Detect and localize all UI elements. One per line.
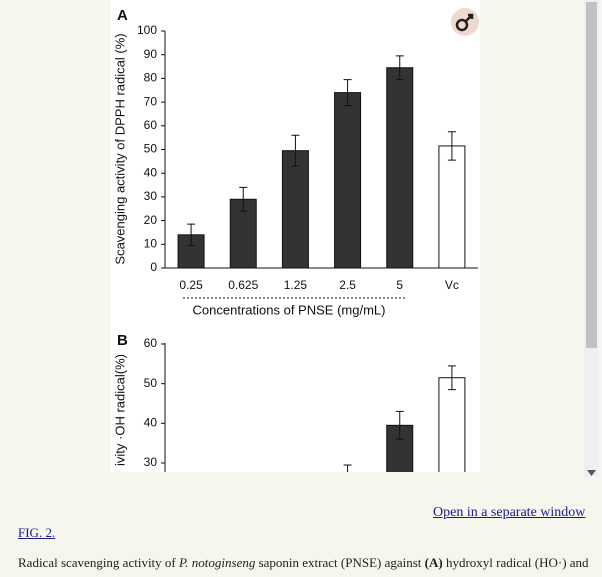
y-tick-label: 40 <box>144 416 158 430</box>
y-tick-label: 10 <box>144 236 158 250</box>
y-tick-label: 20 <box>144 213 158 227</box>
y-tick-label: 50 <box>144 142 158 156</box>
y-tick-label: 70 <box>144 94 158 108</box>
caption-bold: (A) <box>424 555 443 570</box>
bar <box>438 377 466 472</box>
x-tick-label: 0.25 <box>179 278 203 292</box>
scrollbar-thumb[interactable] <box>586 2 597 348</box>
x-tick-label: 1.25 <box>284 278 308 292</box>
bar <box>281 150 309 269</box>
caption-text: Radical scavenging activity of <box>18 555 180 570</box>
error-bar <box>239 186 248 212</box>
caption-text: hydroxyl radical (HO·) and <box>442 555 589 570</box>
panel-label: A <box>117 7 128 24</box>
caption-italic: P. notoginseng <box>179 555 256 570</box>
open-link[interactable]: Open in a separate window <box>433 505 586 520</box>
error-bar <box>343 79 352 107</box>
error-bar <box>187 223 196 246</box>
caption-text: saponin extract (PNSE) against <box>255 555 425 570</box>
y-tick-label: 60 <box>144 118 158 132</box>
x-tick-label: 2.5 <box>339 278 356 292</box>
x-axis-label: Concentrations of PNSE (mg/mL) <box>193 302 386 317</box>
bar <box>386 67 414 269</box>
error-bar <box>395 410 404 440</box>
error-bar <box>343 464 352 472</box>
scroll-down[interactable] <box>587 470 596 476</box>
fig-label[interactable]: FIG. 2. <box>18 525 56 540</box>
y-tick-label: 30 <box>144 189 158 203</box>
y-axis-label: Scavenging activity of DPPH radical (%) <box>112 33 127 264</box>
error-bar <box>395 55 404 81</box>
y-tick-label: 30 <box>144 455 158 469</box>
x-tick-label: 0.625 <box>228 278 258 292</box>
error-bar <box>291 134 300 167</box>
y-tick-label: 90 <box>144 47 158 61</box>
y-tick-label: 60 <box>144 336 158 350</box>
y-tick-label: 50 <box>144 376 158 390</box>
y-axis-label: ivity ·OH radical(%) <box>112 354 127 466</box>
y-tick-label: 100 <box>137 23 157 37</box>
error-bar <box>447 365 456 391</box>
y-tick-label: 80 <box>144 71 158 85</box>
error-bar <box>447 131 456 161</box>
bar <box>438 145 466 269</box>
y-tick-label: 0 <box>150 260 157 274</box>
x-tick-label: 5 <box>396 278 403 292</box>
caption: Radical scavenging activity of P. notogi… <box>18 555 589 571</box>
gender-icon[interactable] <box>451 8 479 36</box>
bar <box>334 92 362 269</box>
panel-label: B <box>117 332 128 349</box>
x-tick-label: Vc <box>445 278 459 292</box>
y-tick-label: 40 <box>144 165 158 179</box>
